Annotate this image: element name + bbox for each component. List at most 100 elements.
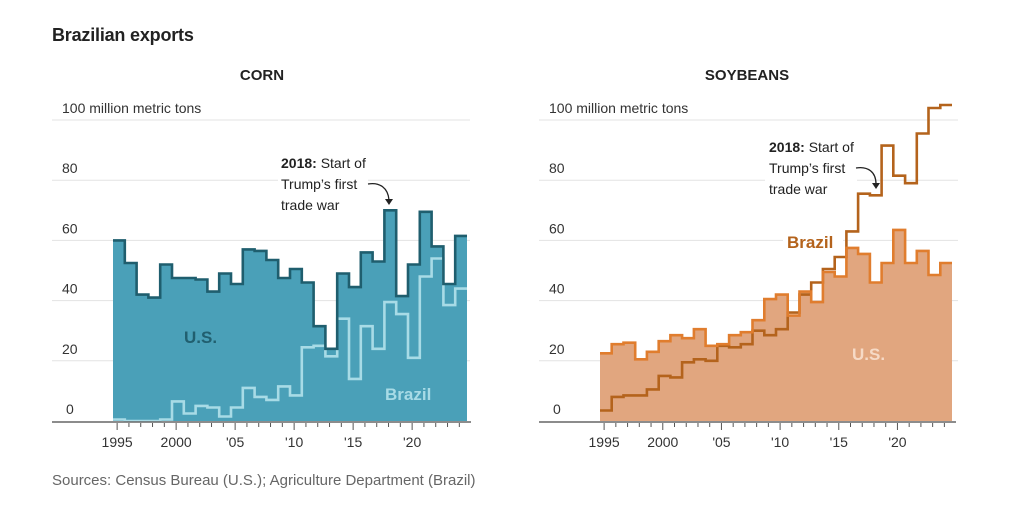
soybeans-us-bar-1998 [635, 359, 647, 421]
soybeans-brazil-step-2013 [811, 281, 823, 284]
soybeans-brazil-step-2018 [870, 194, 882, 197]
corn-us-bar-2014 [337, 274, 349, 421]
soybeans-us-bar-2019 [882, 263, 894, 421]
soybeans-x-tick-label: 2000 [647, 434, 678, 450]
corn-y-tick-label: 100 million metric tons [62, 100, 201, 116]
corn-us-bar-2013 [325, 349, 337, 421]
soybeans-annotation-line-2: Trump’s first [769, 160, 845, 176]
soybeans-us-bar-2017 [858, 254, 870, 421]
corn-x-axis: 1995 2000 '05 '10 '15 '20 [52, 421, 471, 450]
soybeans-us-bar-2008 [753, 320, 765, 421]
corn-us-bar-2004 [219, 274, 231, 421]
soybeans-annotation-arrowhead-icon [872, 183, 880, 189]
corn-annotation: 2018: Start of Trump’s first trade war [281, 155, 393, 213]
soybeans-us-bar-1997 [623, 343, 635, 421]
soybeans-us-bar-2005 [717, 344, 729, 421]
corn-brazil-step-2010 [290, 394, 302, 397]
soybeans-x-tick-label: 1995 [589, 434, 620, 450]
soybeans-x-tick-label: '05 [712, 434, 730, 450]
soybeans-brazil-step-2007 [741, 343, 753, 346]
soybeans-us-bar-2000 [659, 341, 671, 421]
corn-us-bar-2009 [278, 278, 290, 421]
corn-brazil-step-2015 [349, 377, 361, 380]
corn-brazil-step-2002 [196, 404, 208, 407]
soybeans-gridlines [539, 119, 958, 362]
corn-us-bar-2017 [373, 261, 385, 421]
soybeans-us-bar-2011 [788, 316, 800, 421]
soybeans-y-tick-label: 0 [553, 401, 561, 417]
soybeans-brazil-step-2001 [670, 376, 682, 379]
soybeans-us-bar-2013 [811, 302, 823, 421]
soybeans-us-bar-2021 [905, 263, 917, 421]
soybeans-us-bar-2003 [694, 329, 706, 421]
corn-brazil-step-2016 [361, 325, 373, 328]
soybeans-brazil-step-2019 [882, 144, 894, 147]
corn-us-bar-2016 [361, 252, 373, 421]
corn-x-tick-label: 1995 [102, 434, 133, 450]
soybeans-brazil-step-2021 [905, 182, 917, 185]
corn-brazil-step-2018 [384, 301, 396, 304]
soybeans-brazil-step-2003 [694, 358, 706, 361]
corn-annotation-year: 2018: [281, 155, 317, 171]
soybeans-y-axis-labels: 0 20 40 60 80 100 million metric tons [549, 100, 688, 417]
soybeans-brazil-step-2004 [706, 359, 718, 362]
soybeans-brazil-label-backdrop [783, 230, 843, 252]
soybeans-brazil-label: Brazil [787, 233, 833, 252]
soybeans-brazil-step-2012 [799, 293, 811, 296]
corn-annotation-line-1: 2018: Start of [281, 155, 366, 171]
corn-brazil-step-2008 [266, 398, 278, 401]
corn-us-bar-1999 [160, 264, 172, 421]
soybeans-annotation-backdrop [765, 133, 857, 201]
soybeans-us-bar-2004 [706, 346, 718, 421]
soybeans-brazil-step-2016 [846, 230, 858, 233]
soybeans-brazil-step-1996 [612, 395, 624, 398]
corn-x-tick-label: '05 [226, 434, 244, 450]
chart-title: Brazilian exports [52, 25, 194, 45]
soybeans-us-bar-2015 [835, 277, 847, 421]
soybeans-brazil-step-2014 [823, 267, 835, 270]
soybeans-x-tick-label: '20 [888, 434, 906, 450]
soybeans-us-line [600, 228, 952, 361]
soybeans-us-bar-2023 [929, 275, 941, 421]
soybeans-us-bar-2014 [823, 272, 835, 421]
corn-brazil-step-2021 [420, 275, 432, 278]
corn-annotation-backdrop [278, 150, 368, 216]
soybeans-brazil-step-1997 [623, 394, 635, 397]
soybeans-us-label: U.S. [852, 345, 885, 364]
corn-annotation-arrow [367, 182, 390, 201]
corn-brazil-step-2022 [432, 257, 444, 260]
soybeans-us-bar-2009 [764, 299, 776, 421]
corn-areas [113, 209, 467, 423]
soybeans-x-axis: 1995 2000 '05 '10 '15 '20 [539, 421, 956, 450]
corn-us-bar-2015 [349, 287, 361, 421]
corn-annotation-arrowhead-icon [385, 199, 393, 205]
corn-us-area [113, 210, 467, 421]
corn-brazil-step-2004 [219, 415, 231, 418]
corn-y-axis-labels: 0 20 40 60 80 100 million metric tons [62, 100, 201, 417]
soybeans-annotation-line-3: trade war [769, 181, 828, 197]
corn-y-tick-label: 0 [66, 401, 74, 417]
corn-brazil-step-2023 [443, 304, 455, 307]
corn-x-tick-label: '10 [285, 434, 303, 450]
soybeans-annotation-text-1: Start of [809, 139, 854, 155]
soybeans-brazil-step-2015 [835, 255, 847, 258]
corn-annotation-line-3: trade war [281, 197, 340, 213]
soybeans-y-tick-label: 20 [549, 341, 565, 357]
corn-us-bar-2008 [266, 260, 278, 421]
corn-brazil-step-2019 [396, 313, 408, 316]
soybeans-brazil-step-2006 [729, 346, 741, 349]
corn-y-tick-label: 60 [62, 220, 78, 236]
soybeans-y-tick-label: 60 [549, 220, 565, 236]
corn-brazil-step-2000 [172, 400, 184, 403]
corn-us-bar-2006 [243, 249, 255, 421]
corn-us-bar-2002 [196, 280, 208, 421]
corn-us-bar-2003 [207, 292, 219, 421]
corn-brazil-step-2007 [255, 395, 267, 398]
corn-annotation-line-2: Trump’s first [281, 176, 357, 192]
corn-brazil-step-2011 [302, 346, 314, 349]
corn-brazil-line [113, 257, 467, 423]
source-note: Sources: Census Bureau (U.S.); Agricultu… [52, 472, 476, 489]
corn-x-tick-label: '15 [344, 434, 362, 450]
soybeans-panel: SOYBEANS 1995 2000 '05 '10 '15 '20 0 20 40 60 80 1… [539, 67, 958, 450]
